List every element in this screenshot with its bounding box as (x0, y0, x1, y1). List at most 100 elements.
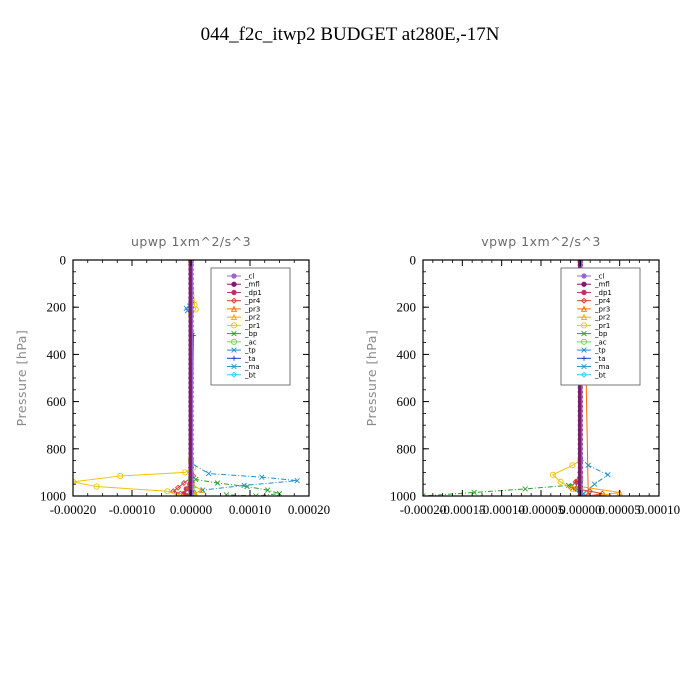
series-marker-bp (223, 492, 230, 496)
legend-marker-tp (231, 347, 237, 353)
series-marker-tp (241, 482, 247, 489)
series-marker-tp (259, 474, 265, 480)
legend-label-pr4: _pr4 (244, 297, 261, 305)
legend-marker-mfl (231, 281, 237, 287)
series-marker-pr1 (164, 488, 171, 495)
chart-panel: vpwp 1xm^2/s^3 Pressure [hPa] 0 200 400 600 80… (364, 234, 680, 517)
series-marker-tp (205, 470, 212, 477)
legend-marker-pr3 (230, 305, 238, 312)
series-marker-pr1 (569, 462, 576, 469)
y-tick-label: 800 (47, 441, 67, 456)
series-line-bp (423, 260, 581, 496)
legend-marker-pr3 (580, 305, 588, 312)
series-line-pr1 (73, 260, 197, 496)
x-tick-label: -0.00005 (518, 502, 565, 517)
legend-label-dp1: _dp1 (594, 289, 612, 297)
y-tick-label: 200 (47, 300, 67, 315)
legend-marker-ma (231, 363, 237, 370)
series-marker-pr1 (192, 306, 199, 313)
series-marker-bp (253, 493, 259, 496)
chart-panel: upwp 1xm^2/s^3 Pressure [hPa] 0 200 400 600 80… (14, 234, 330, 517)
legend-label-ac: _ac (244, 338, 257, 346)
y-tick-label: 1000 (40, 489, 66, 504)
x-tick-label: 0.00000 (170, 502, 212, 517)
legend-marker-cl (581, 273, 587, 279)
legend-marker-ta (231, 355, 237, 361)
legend-label-pr3: _pr3 (594, 305, 610, 313)
legend-marker-bp (581, 330, 587, 337)
legend-marker-pr2 (580, 313, 588, 321)
legend-marker-mfl (581, 281, 587, 287)
legend-marker-ac (230, 338, 238, 345)
legend-marker-pr1 (580, 322, 588, 329)
series-marker-tp (585, 462, 591, 469)
y-axis-label: Pressure [hPa] (364, 330, 379, 427)
legend-label-pr1: _pr1 (594, 322, 610, 330)
series-marker-tp (294, 477, 300, 484)
x-tick-label: -0.00015 (439, 502, 486, 517)
x-tick-label: 0.00000 (559, 502, 601, 517)
series-marker-pr1 (93, 483, 100, 490)
legend-label-ta: _ta (244, 355, 256, 363)
legend-box (560, 267, 641, 386)
legend-label-pr3: _pr3 (244, 305, 260, 313)
x-tick-label: -0.00010 (478, 502, 525, 517)
series-marker-pr4 (174, 484, 182, 491)
legend-label-dp1: _dp1 (244, 289, 262, 297)
x-tick-label: -0.00020 (400, 502, 447, 517)
y-tick-label: 0 (410, 253, 417, 268)
legend-label-pr2: _pr2 (594, 314, 610, 322)
y-tick-label: 1000 (390, 489, 416, 504)
series-marker-bp (264, 487, 271, 493)
legend-label-tp: _tp (594, 347, 606, 355)
legend-marker-ma (581, 363, 587, 370)
legend-label-cl: _cl (244, 273, 254, 281)
y-tick-label: 0 (60, 253, 67, 268)
x-tick-label: 0.00005 (599, 502, 641, 517)
legend-marker-dp1 (581, 289, 587, 296)
series-marker-tp (605, 472, 611, 478)
legend-label-bt: _bt (594, 371, 606, 379)
legend: _cl_mfl_dp1_pr4_pr3_pr2_pr1_bp_ac_tp_ta_… (210, 267, 291, 386)
x-tick-label: 0.00010 (229, 502, 271, 517)
series-marker-tp (200, 487, 206, 493)
series-marker-tp (591, 481, 598, 487)
legend-label-cl: _cl (594, 273, 604, 281)
legend-label-mfl: _mfl (594, 281, 610, 289)
figure-title: 044_f2c_itwp2 BUDGET at280E,-17N (201, 24, 500, 45)
legend-label-tp: _tp (244, 347, 256, 355)
legend: _cl_mfl_dp1_pr4_pr3_pr2_pr1_bp_ac_tp_ta_… (560, 267, 641, 386)
legend-marker-bp (231, 330, 237, 337)
series-marker-pr1 (557, 478, 564, 485)
series-marker-bp (193, 476, 199, 483)
legend-marker-cl (231, 273, 237, 279)
legend-marker-pr2 (230, 313, 238, 321)
series-marker-pr4 (177, 490, 184, 496)
legend-marker-bt (580, 371, 588, 378)
legend-marker-pr4 (580, 297, 588, 304)
y-tick-label: 800 (397, 441, 417, 456)
y-tick-label: 400 (47, 347, 67, 362)
series-marker-pr4 (572, 478, 579, 485)
legend-marker-ac (580, 338, 588, 345)
series-marker-pr4 (180, 479, 187, 487)
legend-label-ta: _ta (594, 355, 606, 363)
legend-label-ma: _ma (594, 363, 610, 371)
series-marker-bp (423, 493, 426, 496)
legend-label-bp: _bp (244, 330, 258, 338)
x-tick-label: -0.00020 (50, 502, 97, 517)
legend-label-pr4: _pr4 (594, 297, 611, 305)
series-marker-pr1 (182, 469, 189, 476)
series-marker-pr1 (569, 485, 576, 492)
legend-label-pr2: _pr2 (244, 314, 260, 322)
legend-marker-ta (581, 355, 587, 361)
series-marker-bp (565, 482, 572, 489)
legend-label-pr1: _pr1 (244, 322, 260, 330)
series-marker-pr2 (601, 491, 607, 496)
y-tick-label: 600 (397, 394, 417, 409)
panel-title: upwp 1xm^2/s^3 (131, 234, 251, 249)
legend-marker-bt (230, 371, 238, 378)
legend-label-bp: _bp (594, 330, 608, 338)
legend-marker-tp (581, 347, 587, 353)
